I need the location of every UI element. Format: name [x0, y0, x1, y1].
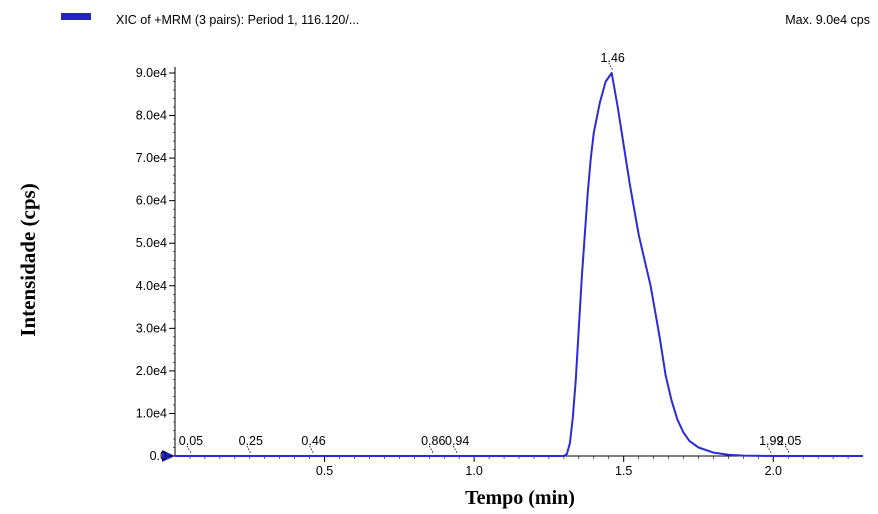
x-axis-title: Tempo (min) [465, 487, 575, 509]
x-tick-label: 1.5 [615, 464, 632, 478]
peak-label: 1.99 [759, 434, 783, 448]
peak-labels: 0.05 0.25 0.46 0.86 0.94 1.46 1.992.05 [179, 51, 801, 454]
y-tick-label: 3.0e4 [136, 321, 167, 335]
x-tick-label: 0.5 [316, 464, 333, 478]
peak-label: 0.86 [421, 434, 445, 448]
y-tick-label: 4.0e4 [136, 279, 167, 293]
series-line [175, 72, 863, 457]
y-tick-label: 9.0e4 [136, 66, 167, 80]
y-tick-label: 0.0 [150, 449, 167, 463]
x-tick-label: 1.0 [465, 464, 482, 478]
y-tick-label: 8.0e4 [136, 109, 167, 123]
legend-label: XIC of +MRM (3 pairs): Period 1, 116.120… [116, 13, 359, 27]
y-tick-label: 5.0e4 [136, 236, 167, 250]
y-axis-ticks: 0.0 1.0e4 2.0e4 3.0e4 4.0e4 5.0e4 6.0e4 7.0e4 8.… [136, 66, 175, 463]
x-tick-label: 2.0 [765, 464, 782, 478]
y-tick-label: 2.0e4 [136, 364, 167, 378]
y-tick-label: 6.0e4 [136, 194, 167, 208]
peak-label: 0.05 [179, 434, 203, 448]
peak-label: 0.25 [239, 434, 263, 448]
y-tick-label: 1.0e4 [136, 406, 167, 420]
y-tick-label: 7.0e4 [136, 151, 167, 165]
peak-label-leader [452, 445, 458, 454]
legend-swatch [61, 13, 91, 20]
peak-label-leader [784, 445, 790, 454]
peak-label: 1.46 [601, 51, 625, 65]
y-axis-title: Intensidade (cps) [16, 183, 40, 336]
origin-marker [162, 450, 175, 462]
peak-label-leader [309, 445, 314, 454]
peak-label: 2.05 [777, 434, 801, 448]
peak-label-leader [428, 445, 434, 454]
peak-label-leader [766, 445, 772, 454]
peak-label-leader [186, 445, 192, 454]
x-axis-ticks: 0.5 1.0 1.5 2.0 [316, 456, 782, 478]
peak-label: 0.46 [301, 434, 325, 448]
peak-label: 0.94 [445, 434, 469, 448]
max-intensity-label: Max. 9.0e4 cps [785, 13, 870, 27]
peak-label-leader [246, 445, 252, 454]
peak-label-leader [608, 62, 614, 71]
